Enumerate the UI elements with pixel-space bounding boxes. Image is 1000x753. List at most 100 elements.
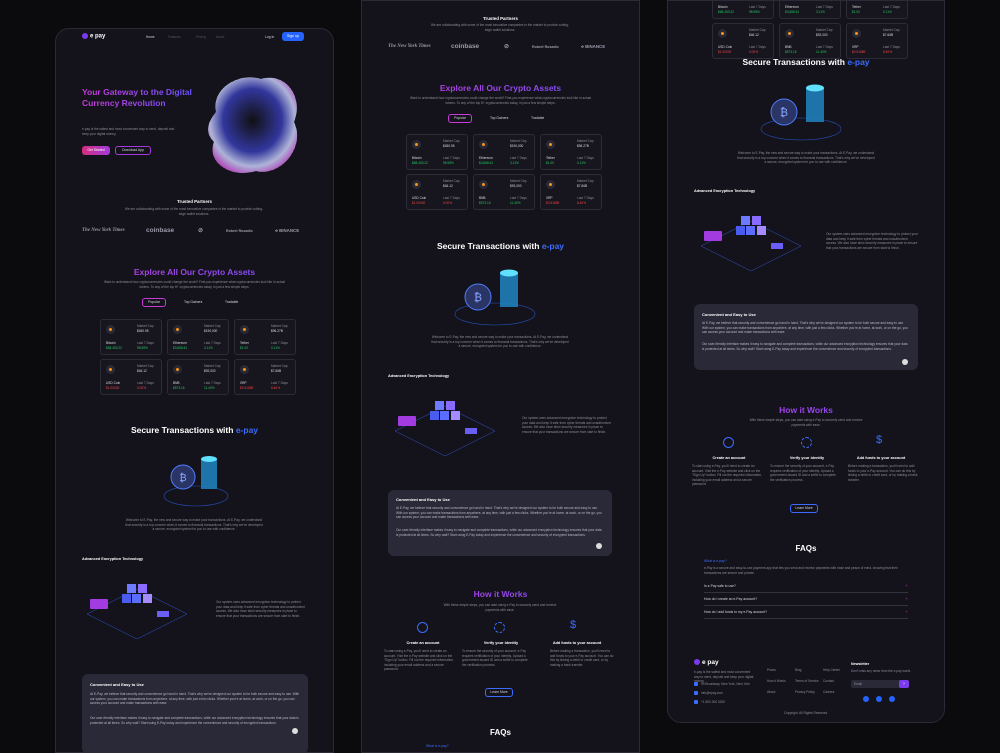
coin-change: 11.40% [204, 386, 215, 390]
coin-card[interactable]: Market Cap $92,000 BNB Last 7 Days $573.16 11… [473, 174, 535, 210]
footer-link-contact[interactable]: Contact [823, 679, 834, 683]
coin-card[interactable]: Market Cap $7.66B XRP Last 7 Days $0.51689 8.… [540, 174, 602, 210]
market-cap-label: Market Cap [137, 324, 154, 328]
expand-icon-3[interactable] [902, 359, 908, 365]
step-2-title-3: Verify your identity [789, 456, 825, 460]
instagram-icon[interactable] [876, 696, 882, 702]
coin-name: Bitcoin [718, 5, 728, 9]
coin-card[interactable]: Market Cap $46.12 USD Coin Last 7 Days $1.00… [712, 23, 774, 59]
tab-tradable[interactable]: Tradable [225, 300, 239, 304]
signup-button[interactable]: Sign up [282, 32, 304, 41]
footer-link-help[interactable]: Help Center [823, 668, 841, 672]
nav-pricing[interactable]: Pricing [196, 35, 206, 39]
get-started-button[interactable]: Get Started [82, 146, 110, 155]
download-app-button[interactable]: Download App [115, 146, 151, 155]
newsletter-title: Newsletter [851, 662, 870, 666]
secure-illustration-3: ₿ [756, 74, 846, 144]
coin-change: 0.11% [577, 161, 586, 165]
change-label: Last 7 Days [443, 156, 460, 160]
footer-link-privacy[interactable]: Privacy Policy [795, 690, 815, 694]
market-cap-value: $92,000 [816, 33, 828, 37]
partner-robert-rosadio-2: Robert Rosadio [532, 45, 559, 49]
coin-change: 0.11% [271, 346, 280, 350]
logo[interactable]: e pay [82, 33, 105, 40]
coin-card[interactable]: Market Cap $92,000 BNB Last 7 Days $573.16 11… [779, 23, 841, 59]
faq-item-3[interactable]: How do I add funds to my e-Pay account? + [704, 608, 908, 619]
learn-more-button-2[interactable]: Learn More [485, 688, 513, 697]
explore-title: Explore All Our Crypto Assets [56, 267, 333, 277]
change-label: Last 7 Days [749, 5, 766, 9]
expand-icon-2[interactable] [596, 543, 602, 549]
footer-link-careers[interactable]: Careers [823, 690, 835, 694]
coin-name: XRP [546, 196, 553, 200]
learn-more-button-3[interactable]: Learn More [790, 504, 818, 513]
tab-tradable-2[interactable]: Tradable [531, 116, 545, 120]
coin-card[interactable]: Market Cap $46.12 USD Coin Last 7 Days $1.00… [100, 359, 162, 395]
footer-link-prices[interactable]: Prices [767, 668, 776, 672]
newsletter-email-input[interactable]: Email [851, 680, 909, 688]
expand-icon[interactable] [292, 728, 298, 734]
footer-link-terms[interactable]: Terms of Service [795, 679, 819, 683]
tab-popular-2[interactable]: Popular [448, 114, 472, 123]
market-cap-value: $46.12 [443, 184, 453, 188]
coin-card[interactable]: Market Cap $7.66B XRP Last 7 Days $0.51689 8.… [234, 359, 296, 395]
footer-link-about[interactable]: About [767, 690, 776, 694]
step-1-desc-3: To start using e-Pay, you'll need to cre… [692, 464, 762, 487]
tab-popular[interactable]: Popular [142, 298, 166, 307]
tab-top-gainers[interactable]: Top Gainers [184, 300, 203, 304]
coin-price: $1.00000 [718, 50, 732, 54]
market-cap-value: $92,000 [204, 369, 216, 373]
coin-price: $0.51689 [240, 386, 254, 390]
faq-link-2[interactable]: What is e-pay? [426, 744, 449, 748]
convenient-p2-3: Our user-friendly interface makes it eas… [702, 342, 908, 351]
nav-home[interactable]: Home [146, 35, 155, 39]
footer-tagline: e-pay is the safest and most convenient … [694, 670, 754, 684]
faq-item-2[interactable]: How do I create an e-Pay account? + [704, 595, 908, 606]
coin-card[interactable]: Market Cap $46.12 USD Coin Last 7 Days $1.00… [406, 174, 468, 210]
facebook-icon[interactable] [863, 696, 869, 702]
explore-desc: Want to understand how cryptocurrencies … [104, 280, 285, 289]
step-1-desc: To start using e-Pay, you'll need to cre… [384, 649, 454, 672]
nav-about[interactable]: About [216, 35, 225, 39]
step-3-title-3: Add funds to your account [856, 456, 906, 460]
login-link[interactable]: Log in [265, 35, 275, 39]
change-label: Last 7 Days [204, 381, 221, 385]
footer-link-how[interactable]: How it Works [767, 679, 786, 683]
coin-card[interactable]: Market Cap $7.66B XRP Last 7 Days $0.51689 8.… [846, 23, 908, 59]
logo-icon [82, 33, 88, 39]
faq-plus-icon: + [905, 583, 908, 588]
faq-item-1[interactable]: Is e-Pay safe to use? + [704, 582, 908, 593]
coin-change: 0.00% [749, 50, 759, 54]
change-label: Last 7 Days [510, 196, 527, 200]
partner-coinbase-2: coinbase [451, 43, 480, 50]
newsletter-submit-button[interactable]: › [899, 680, 909, 688]
coin-name: BNB [479, 196, 486, 200]
market-cap-label: Market Cap [577, 139, 594, 143]
nav-features[interactable]: Features [168, 35, 181, 39]
encryption-desc-2: Our system uses advanced encryption tech… [522, 416, 611, 434]
user-icon-3 [723, 437, 734, 448]
encryption-title-2: Advanced Encryption Technology [388, 374, 450, 378]
faq-link-3[interactable]: What is e-pay? [704, 559, 727, 563]
footer-phone: +1 800 000 0000 [701, 700, 726, 704]
coin-price: $68,453.22 [718, 10, 734, 14]
tab-top-gainers-2[interactable]: Top Gainers [490, 116, 509, 120]
footer-link-blog[interactable]: Blog [795, 668, 802, 672]
change-label: Last 7 Days [749, 45, 766, 49]
twitter-icon[interactable] [889, 696, 895, 702]
coin-card[interactable]: Market Cap $92,000 BNB Last 7 Days $573.16 11… [167, 359, 229, 395]
change-label: Last 7 Days [137, 341, 154, 345]
coin-change: 0.00% [443, 201, 453, 205]
coin-name: BNB [173, 381, 180, 385]
footer-logo[interactable]: e pay [694, 659, 719, 666]
step-2-title: Verify your identity [483, 641, 519, 645]
